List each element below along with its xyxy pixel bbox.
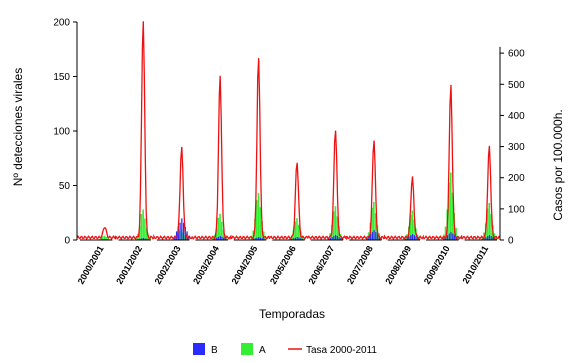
y-left-tick-label: 100 — [53, 127, 70, 138]
y-left-tick-label: 150 — [53, 72, 70, 83]
legend-swatch-a — [241, 343, 253, 355]
bar-a — [488, 203, 490, 240]
bar-a — [142, 209, 144, 240]
bar-b — [449, 234, 450, 240]
y-axis-left-title: Nº detecciones virales — [11, 68, 25, 186]
y-right-tick-label: 400 — [508, 111, 525, 122]
y-right-tick-label: 200 — [508, 173, 525, 184]
y-right-tick-label: 0 — [508, 236, 514, 247]
y-left-tick-label: 200 — [53, 18, 70, 29]
x-tick-label: 2005/2006 — [268, 244, 298, 286]
bar-a — [144, 219, 146, 240]
y-right-tick-label: 600 — [508, 49, 525, 60]
x-tick-label: 2008/2009 — [383, 244, 413, 286]
bar-b — [372, 232, 373, 240]
bar-b — [452, 234, 453, 240]
line-layer — [77, 21, 500, 239]
y-left-tick-label: 0 — [64, 236, 70, 247]
bar-b — [487, 236, 488, 240]
labels-layer: 0 50 100 150 200 0 100 200 300 400 500 600 2000/2001… — [53, 18, 525, 286]
legend-label-a: A — [259, 345, 266, 356]
bar-a — [258, 193, 260, 240]
bar-b — [375, 232, 376, 240]
legend-swatch-b — [193, 343, 205, 355]
x-axis-title: Temporadas — [259, 307, 325, 321]
bar-b — [335, 235, 336, 240]
bar-b — [410, 235, 411, 240]
bar-a — [335, 206, 337, 240]
bar-a — [217, 218, 219, 240]
x-tick-label: 2010/2011 — [461, 244, 491, 285]
axes-layer — [73, 22, 504, 240]
bar-b — [337, 236, 338, 240]
x-tick-label: 2001/2002 — [114, 244, 144, 286]
bar-b — [412, 234, 413, 240]
bar-b — [179, 223, 180, 240]
bar-b — [415, 236, 416, 240]
y-right-tick-label: 300 — [508, 142, 525, 153]
legend-label-b: B — [211, 345, 218, 356]
y-left-tick-label: 50 — [59, 181, 71, 192]
x-tick-label: 2009/2010 — [422, 244, 452, 286]
bar-b — [181, 218, 182, 240]
legend: B A Tasa 2000-2011 — [193, 343, 377, 356]
bar-a — [141, 214, 143, 240]
bar-b — [414, 235, 415, 240]
x-tick-label: 2006/2007 — [306, 244, 336, 286]
bar-b — [333, 236, 334, 240]
bar-b — [489, 235, 490, 240]
y-axis-right-title: Casos por 100.000h. — [551, 109, 565, 220]
x-tick-label: 2000/2001 — [76, 244, 106, 286]
x-tick-label: 2003/2004 — [191, 244, 221, 286]
bar-a — [259, 207, 261, 240]
bar-b — [373, 230, 374, 240]
x-tick-label: 2004/2005 — [230, 244, 260, 286]
x-tick-label: 2002/2003 — [153, 244, 183, 286]
bar-b — [491, 236, 492, 240]
x-tick-label: 2007/2008 — [345, 244, 375, 286]
y-right-tick-label: 100 — [508, 204, 525, 215]
bar-a — [450, 172, 452, 240]
bar-b — [220, 236, 221, 240]
bar-b — [450, 232, 451, 240]
legend-label-tasa: Tasa 2000-2011 — [306, 345, 377, 356]
line-tasa — [77, 21, 500, 239]
bars-layer — [97, 172, 497, 240]
bar-a — [296, 218, 298, 240]
y-right-tick-label: 500 — [508, 80, 525, 91]
bar-b — [447, 235, 448, 240]
